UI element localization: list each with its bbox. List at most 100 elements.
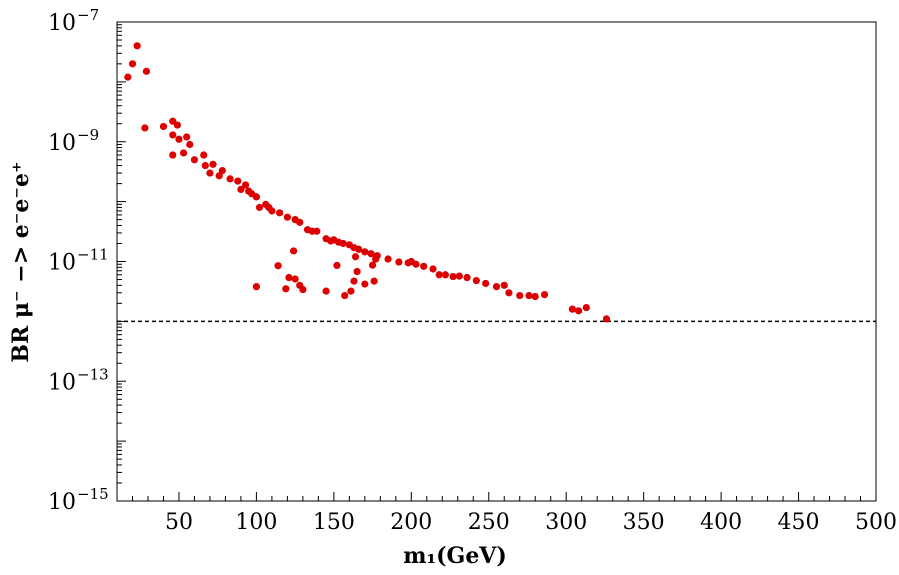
axis-ticks: [117, 21, 877, 502]
data-point: [463, 273, 471, 282]
data-point: [525, 291, 533, 300]
data-point: [173, 121, 182, 129]
data-point: [218, 166, 226, 175]
data-point: [226, 175, 234, 183]
data-point: [372, 255, 380, 263]
data-point: [370, 277, 378, 285]
y-axis-label: BR μ⁻ −> e⁻e⁻e⁺: [8, 161, 34, 362]
data-point: [482, 279, 490, 288]
data-point: [142, 67, 151, 75]
data-point: [361, 280, 369, 288]
data-point: [455, 272, 463, 280]
y-tick-label-exponent: −15: [77, 485, 109, 503]
data-point: [341, 291, 349, 300]
data-point: [540, 291, 549, 299]
data-point: [395, 258, 403, 266]
data-point: [215, 172, 223, 180]
data-point: [190, 156, 199, 164]
data-point: [299, 285, 307, 294]
data-point: [201, 161, 209, 170]
data-point: [602, 315, 611, 323]
x-tick-label: 300: [545, 510, 587, 535]
data-point: [200, 151, 208, 159]
data-point: [505, 289, 513, 297]
data-points: [124, 42, 611, 323]
data-point: [384, 255, 392, 263]
y-tick-label-base: 10: [48, 11, 76, 36]
x-tick-label: 50: [165, 510, 193, 535]
y-tick-label-base: 10: [48, 251, 76, 276]
data-point: [289, 247, 298, 255]
x-tick-label: 400: [700, 510, 742, 535]
data-point: [234, 177, 242, 185]
data-point: [237, 185, 245, 194]
data-point: [472, 276, 480, 285]
data-point: [339, 239, 347, 248]
data-point: [285, 273, 293, 282]
data-point: [133, 42, 141, 50]
data-point: [241, 181, 250, 189]
data-point: [367, 250, 375, 258]
data-point: [412, 260, 420, 268]
data-point: [355, 245, 363, 253]
x-tick-label: 250: [468, 510, 510, 535]
y-tick-label-base: 10: [48, 490, 76, 515]
y-tick-label-exponent: −11: [77, 246, 109, 264]
x-tick-label: 500: [855, 510, 897, 535]
data-point: [347, 287, 355, 295]
data-point: [124, 73, 132, 81]
data-point: [276, 209, 284, 217]
data-point: [568, 305, 577, 313]
data-point: [350, 277, 358, 285]
data-point: [449, 272, 457, 281]
data-point: [368, 261, 377, 269]
data-point: [183, 133, 191, 141]
y-tick-label-exponent: −7: [77, 6, 99, 24]
data-point: [268, 207, 276, 215]
y-tick-label-base: 10: [48, 131, 76, 156]
data-point: [274, 262, 282, 270]
data-point: [435, 271, 443, 279]
data-point: [206, 169, 214, 177]
data-point: [361, 248, 369, 256]
data-point: [180, 149, 188, 157]
data-point: [169, 151, 177, 159]
data-point: [351, 253, 360, 261]
x-axis-label: m₁(GeV): [403, 543, 507, 569]
data-point: [159, 122, 168, 131]
x-tick-label: 450: [778, 510, 820, 535]
data-point: [353, 267, 361, 276]
data-point: [186, 140, 194, 149]
data-point: [574, 307, 583, 315]
data-point: [531, 292, 539, 301]
y-tick-label-exponent: −9: [77, 126, 99, 144]
data-point: [313, 227, 321, 235]
data-point: [283, 213, 291, 221]
x-tick-label: 150: [313, 510, 355, 535]
data-point: [291, 275, 299, 283]
data-point: [429, 265, 437, 273]
x-tick-label: 200: [390, 510, 432, 535]
data-point: [492, 283, 501, 291]
data-point: [516, 291, 524, 300]
data-point: [175, 135, 183, 143]
data-point: [169, 131, 177, 139]
data-point: [252, 283, 261, 291]
data-point: [141, 124, 149, 132]
data-point: [333, 261, 341, 270]
data-point: [255, 203, 264, 212]
plot-frame: [116, 21, 877, 502]
data-point: [322, 287, 330, 295]
data-point: [209, 160, 217, 168]
data-point: [128, 60, 137, 68]
y-tick-label-base: 10: [48, 370, 76, 395]
data-point: [500, 281, 508, 289]
data-point: [582, 303, 590, 312]
data-point: [282, 285, 290, 293]
data-point: [441, 271, 449, 279]
y-tick-label-exponent: −13: [77, 365, 109, 383]
x-tick-label: 350: [623, 510, 665, 535]
x-tick-labels: 50 100 150 200 250 300 350 400 450 500: [165, 510, 897, 535]
